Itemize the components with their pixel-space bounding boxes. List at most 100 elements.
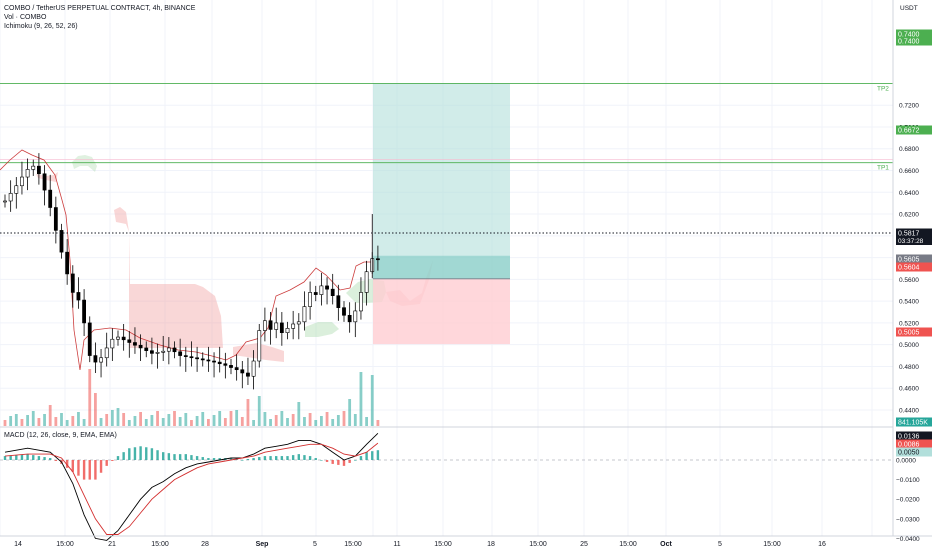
volume-bar xyxy=(77,412,80,426)
tag-tp1[interactable]: 0.6672 xyxy=(896,125,932,135)
macd-histogram-bar xyxy=(145,447,148,460)
macd-line xyxy=(4,432,379,541)
loss-zone[interactable] xyxy=(373,278,510,345)
volume-bar xyxy=(212,415,216,426)
candle-body xyxy=(59,230,64,253)
volume-bar xyxy=(240,417,244,426)
candle-body xyxy=(364,271,369,293)
long-position-tool[interactable] xyxy=(373,83,510,345)
macd-histogram-bar xyxy=(105,460,108,466)
cloud-bull-2 xyxy=(305,322,339,337)
volume-bar xyxy=(94,393,97,426)
time-tick-label: 14 xyxy=(14,541,22,548)
price-series[interactable] xyxy=(3,153,380,390)
volume-bar xyxy=(314,420,318,426)
macd-legend[interactable]: MACD (12, 26, close, 9, EMA, EMA) xyxy=(4,431,117,440)
price-tick-label: 0.5400 xyxy=(899,299,919,306)
macd-histogram-bar xyxy=(303,455,306,460)
macd-histogram-bar xyxy=(229,458,233,460)
volume-bar xyxy=(156,411,159,426)
tag-entry-stop[interactable]: 0.5604 xyxy=(896,262,932,272)
price-tick-label: 0.4600 xyxy=(899,386,919,393)
macd-histogram-bar xyxy=(77,460,80,476)
macd-histogram-bar xyxy=(269,456,272,460)
volume-bar xyxy=(9,416,13,426)
volume-bar xyxy=(31,411,35,426)
candle-body xyxy=(42,173,47,191)
tag-histogram[interactable]: 0.0050 xyxy=(896,447,932,457)
macd-histogram-bar xyxy=(116,456,120,460)
volume-bar xyxy=(43,414,46,426)
countdown-bg xyxy=(896,237,932,245)
candle-body xyxy=(319,285,324,295)
tag-entry[interactable]: 0.5605 xyxy=(896,254,932,264)
candle-body xyxy=(99,357,103,363)
candle-body xyxy=(308,292,313,307)
tag-entry-bg xyxy=(896,254,932,264)
candle-body xyxy=(189,356,194,359)
ichimoku-legend[interactable]: Ichimoku (9, 26, 52, 26) xyxy=(4,22,78,31)
candle-body xyxy=(48,189,53,208)
macd-tick-label: 0.0000 xyxy=(896,458,916,465)
profit-zone[interactable] xyxy=(373,83,510,279)
tag-tp1-bg xyxy=(896,125,932,135)
price-scale[interactable]: USDT 0.4400 0.4600 0.4800 0.5000 0.5200 0.5400… xyxy=(892,0,932,550)
macd-histogram-bar xyxy=(246,459,250,460)
candle-body xyxy=(76,292,81,301)
ichimoku-legend-label[interactable]: Ichimoku (9, 26, 52, 26) xyxy=(4,23,78,30)
symbol-title[interactable]: COMBO / TetherUS PERPETUAL CONTRACT, 4h,… xyxy=(4,5,196,12)
time-tick-label: 21 xyxy=(108,541,116,548)
candle-body xyxy=(274,322,279,330)
volume-bar xyxy=(223,418,227,426)
volume-legend[interactable]: Vol · COMBO xyxy=(4,13,46,22)
tag-macd[interactable]: 0.0136 xyxy=(896,431,932,441)
candle-body xyxy=(325,285,329,290)
candle-body xyxy=(195,357,200,360)
candle-body xyxy=(375,258,380,261)
candle-body xyxy=(8,193,13,202)
volume-bar xyxy=(342,411,346,426)
volume-bar xyxy=(48,405,52,426)
volume-bar xyxy=(252,420,255,426)
tag-current-price[interactable]: 0.5817 xyxy=(896,228,932,238)
volume-bar xyxy=(105,414,109,426)
volume-legend-label[interactable]: Vol · COMBO xyxy=(4,14,47,21)
tag-tp2-bg xyxy=(896,36,932,46)
tag-histogram-text: 0.0050 xyxy=(898,450,920,457)
tag-tp2[interactable]: 0.7400 xyxy=(896,36,932,46)
macd-histogram-bar xyxy=(173,454,176,460)
time-scale[interactable]: 14 15:00 21 15:00 28 Sep 5 15:00 11 15:00 18 15:00 2… xyxy=(0,535,932,548)
macd-histogram-bar xyxy=(258,457,261,460)
volume-bar xyxy=(218,411,222,426)
volume-bar xyxy=(133,416,137,426)
macd-legend-label[interactable]: MACD (12, 26, close, 9, EMA, EMA) xyxy=(4,432,117,439)
price-tick-label: 0.5200 xyxy=(899,320,919,327)
volume-bar xyxy=(331,419,335,426)
time-tick-label: 15:00 xyxy=(619,541,637,548)
candle-body xyxy=(347,314,352,323)
volume-bar xyxy=(82,419,86,426)
macd-histogram-bar xyxy=(348,460,351,463)
tag-tp2-text: 0.7400 xyxy=(898,39,920,46)
time-tick-label: 15:00 xyxy=(434,541,452,548)
macd-histogram-bar xyxy=(88,460,91,480)
tag-stop[interactable]: 0.5005 xyxy=(896,327,932,337)
macd-histogram-bar xyxy=(184,454,187,460)
macd-histogram-bar xyxy=(354,460,357,461)
macd-histogram-bar xyxy=(99,460,103,473)
time-tick-label: 15:00 xyxy=(151,541,169,548)
macd-histogram-bar xyxy=(342,460,346,466)
tag-signal[interactable]: 0.0086 xyxy=(896,439,932,449)
tag-volume[interactable]: 841.105K xyxy=(896,417,932,427)
symbol-legend[interactable]: COMBO / TetherUS PERPETUAL CONTRACT, 4h,… xyxy=(4,4,195,13)
volume-bar xyxy=(365,417,368,426)
time-tick-label: 18 xyxy=(487,541,495,548)
volume-bar xyxy=(336,415,340,426)
price-tick-label: 0.5600 xyxy=(899,277,919,284)
tag-tp2-top[interactable]: 0.7400 xyxy=(896,29,932,39)
tag-stop-text: 0.5005 xyxy=(898,330,920,337)
volume-bar xyxy=(144,419,148,426)
volume-bar xyxy=(280,411,284,426)
